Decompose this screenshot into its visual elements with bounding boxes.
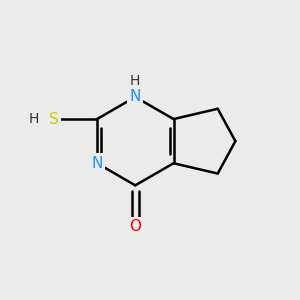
Text: N: N — [91, 156, 103, 171]
Text: S: S — [50, 112, 59, 127]
Text: H: H — [28, 112, 39, 126]
Text: N: N — [130, 89, 141, 104]
Text: H: H — [130, 74, 140, 88]
Text: O: O — [129, 219, 141, 234]
